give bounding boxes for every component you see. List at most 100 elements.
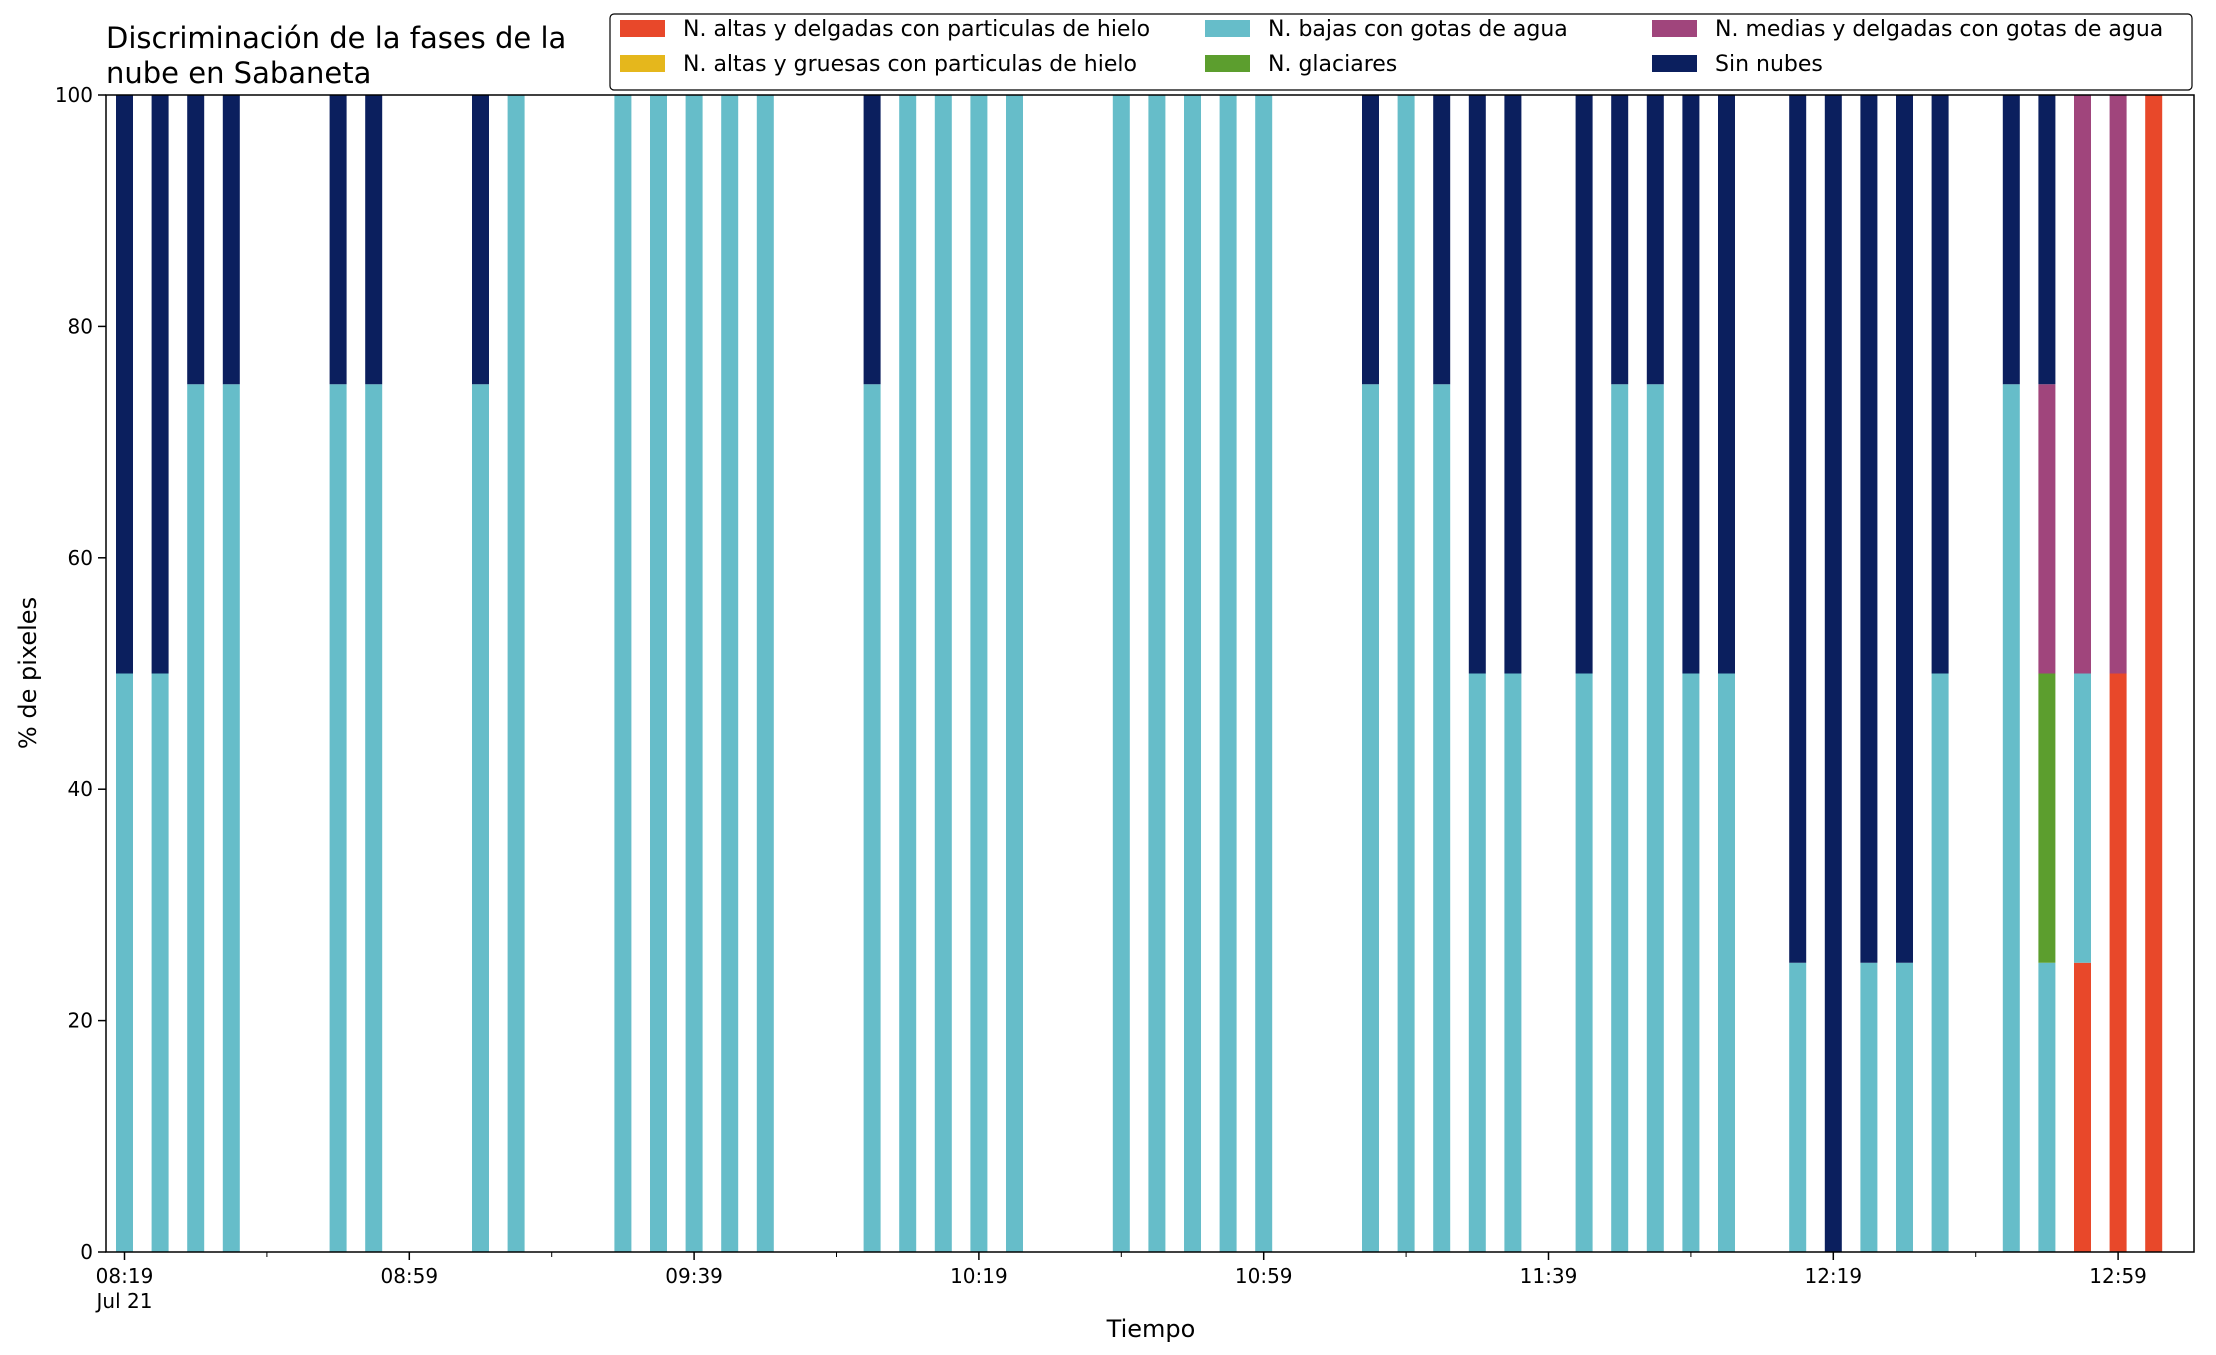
bar-segment bbox=[1896, 95, 1913, 963]
bar-segment bbox=[1896, 962, 1913, 1252]
bar-segment bbox=[329, 384, 347, 1252]
bar-segment bbox=[1646, 384, 1664, 1252]
bar-segment bbox=[614, 95, 632, 1252]
bar-segment bbox=[1148, 95, 1166, 1252]
legend-swatch bbox=[1205, 20, 1250, 37]
bar-segment bbox=[1184, 95, 1201, 1252]
bar-group bbox=[116, 95, 2163, 1252]
x-tick-label: 09:39 bbox=[665, 1264, 723, 1288]
bar-segment bbox=[1397, 95, 1415, 1252]
bar-segment bbox=[187, 384, 205, 1252]
bar-segment bbox=[222, 384, 240, 1252]
bar-segment bbox=[650, 95, 667, 1252]
bar-segment bbox=[116, 95, 133, 674]
chart-title: Discriminación de la fases de la bbox=[106, 21, 566, 55]
x-tick-label: 10:59 bbox=[1235, 1264, 1293, 1288]
y-tick-label: 60 bbox=[68, 546, 93, 570]
y-axis: 0 20 40 60 80 100 bbox=[55, 83, 106, 1264]
y-tick-label: 20 bbox=[68, 1009, 93, 1033]
bar-segment bbox=[2109, 95, 2127, 674]
bar-segment bbox=[1362, 384, 1379, 1252]
bar-segment bbox=[970, 95, 988, 1252]
bar-segment bbox=[863, 95, 881, 385]
bar-segment bbox=[2002, 95, 2020, 385]
x-tick-label: 11:39 bbox=[1520, 1264, 1578, 1288]
bar-segment bbox=[934, 95, 952, 1252]
x-tick-label: 08:19 bbox=[96, 1264, 154, 1288]
bar-segment bbox=[1860, 962, 1878, 1252]
legend-swatch bbox=[1205, 55, 1250, 72]
legend-frame bbox=[609, 13, 2193, 91]
bar-segment bbox=[863, 384, 881, 1252]
bar-segment bbox=[1718, 673, 1735, 1252]
plot-frame bbox=[105, 94, 2195, 1253]
bar-segment bbox=[151, 95, 169, 674]
bar-segment bbox=[472, 384, 489, 1252]
bar-segment bbox=[365, 95, 383, 385]
bar-segment bbox=[2074, 95, 2091, 674]
bar-segment bbox=[1006, 95, 1023, 1252]
bar-segment bbox=[685, 95, 703, 1252]
x-axis-label: Tiempo bbox=[1106, 1315, 1196, 1343]
legend-swatch bbox=[1652, 20, 1697, 37]
bar-segment bbox=[151, 673, 169, 1252]
bar-segment bbox=[1468, 95, 1486, 674]
bar-segment bbox=[2145, 95, 2163, 1252]
bar-segment bbox=[756, 95, 774, 1252]
bar-segment bbox=[222, 95, 240, 385]
legend-entry: Sin nubes bbox=[1715, 52, 1823, 77]
bar-segment bbox=[1112, 95, 1130, 1252]
legend-entry: N. medias y delgadas con gotas de agua bbox=[1715, 17, 2163, 42]
bar-segment bbox=[2074, 673, 2091, 963]
legend-entry: N. glaciares bbox=[1268, 52, 1397, 77]
y-tick-label: 40 bbox=[68, 777, 93, 801]
bar-segment bbox=[1931, 673, 1949, 1252]
bar-segment bbox=[1611, 384, 1629, 1252]
bar-segment bbox=[365, 384, 383, 1252]
legend: N. altas y delgadas con particulas de hi… bbox=[609, 13, 2193, 91]
bar-segment bbox=[1718, 95, 1735, 674]
bar-segment bbox=[1433, 384, 1451, 1252]
legend-swatch bbox=[1652, 55, 1697, 72]
x-tick-label: 12:59 bbox=[2089, 1264, 2147, 1288]
bar-segment bbox=[2038, 384, 2056, 674]
bar-segment bbox=[1789, 95, 1807, 963]
bar-segment bbox=[899, 95, 917, 1252]
chart-title-line-2: nube en Sabaneta bbox=[106, 56, 371, 90]
bar-segment bbox=[1433, 95, 1451, 385]
bar-segment bbox=[1682, 673, 1700, 1252]
bar-segment bbox=[2074, 962, 2091, 1252]
bar-segment bbox=[1575, 95, 1593, 674]
legend-entry: N. altas y delgadas con particulas de hi… bbox=[683, 17, 1150, 42]
bar-segment bbox=[1362, 95, 1379, 385]
y-tick-label: 80 bbox=[68, 314, 93, 338]
x-tick-label: 08:59 bbox=[380, 1264, 438, 1288]
x-date-label: Jul 21 bbox=[95, 1289, 153, 1313]
bar-segment bbox=[472, 95, 489, 385]
legend-swatch bbox=[620, 55, 665, 72]
y-tick-label: 100 bbox=[55, 83, 93, 107]
bar-segment bbox=[1219, 95, 1237, 1252]
bar-segment bbox=[187, 95, 205, 385]
bar-segment bbox=[1931, 95, 1949, 674]
legend-swatch bbox=[620, 20, 665, 37]
bar-segment bbox=[2038, 673, 2056, 963]
bar-segment bbox=[1646, 95, 1664, 385]
bar-segment bbox=[1824, 95, 1842, 1252]
bar-segment bbox=[1504, 95, 1522, 674]
legend-entry: N. bajas con gotas de agua bbox=[1268, 17, 1568, 42]
bar-segment bbox=[1860, 95, 1878, 963]
bar-segment bbox=[2038, 962, 2056, 1252]
bar-segment bbox=[329, 95, 347, 385]
bar-segment bbox=[2109, 673, 2127, 1252]
x-tick-label: 10:19 bbox=[950, 1264, 1008, 1288]
bar-segment bbox=[2002, 384, 2020, 1252]
bar-segment bbox=[1682, 95, 1700, 674]
bar-segment bbox=[116, 673, 133, 1252]
bar-segment bbox=[1611, 95, 1629, 385]
x-tick-label: 12:19 bbox=[1804, 1264, 1862, 1288]
bar-segment bbox=[1468, 673, 1486, 1252]
bar-segment bbox=[1255, 95, 1273, 1252]
bar-segment bbox=[1789, 962, 1807, 1252]
